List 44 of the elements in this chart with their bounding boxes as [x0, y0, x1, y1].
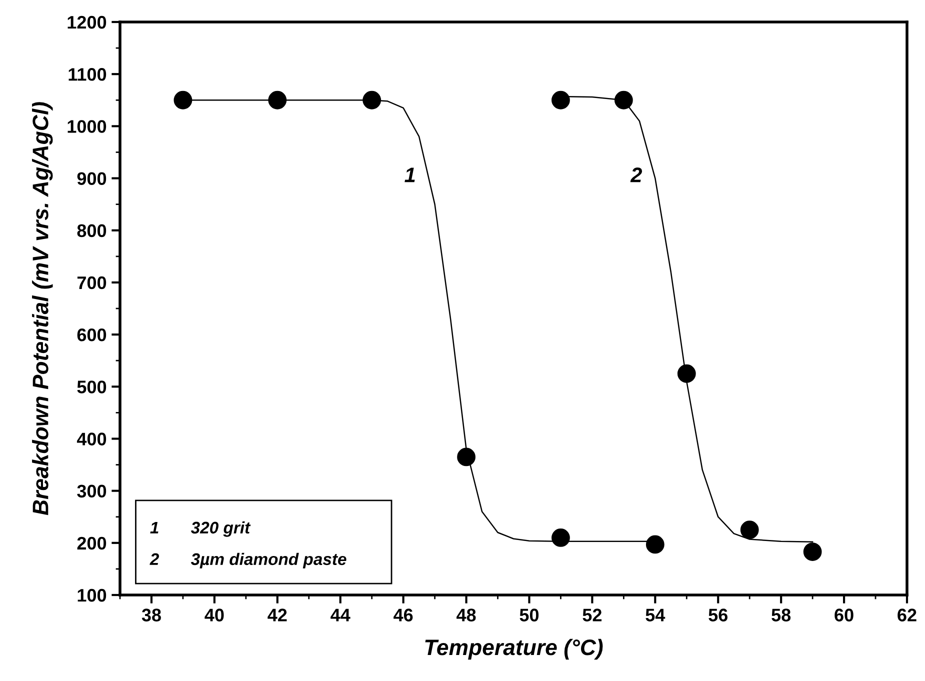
x-tick-label: 60 [834, 608, 854, 622]
y-tick-label: 400 [76, 432, 106, 446]
x-tick-label: 42 [268, 608, 287, 622]
x-tick-label: 40 [204, 608, 224, 622]
annotation: 1 [150, 522, 158, 534]
point [646, 535, 664, 554]
y-tick-label: 200 [77, 536, 106, 550]
y-tick-label: 100 [78, 588, 106, 602]
annotation: 2 [150, 553, 160, 565]
x-tick-label: 54 [646, 608, 666, 622]
y-tick-label: 500 [77, 380, 106, 394]
annotation: 2 [630, 168, 642, 182]
point [552, 90, 570, 110]
annotation: 3µm diamond paste [190, 552, 346, 568]
point [174, 90, 192, 110]
x-tick-label: 52 [582, 608, 602, 622]
point [268, 90, 287, 110]
annotation: 1 [404, 168, 415, 182]
y-tick-label: 1100 [68, 68, 106, 81]
x-tick-label: 62 [898, 608, 916, 622]
x-tick-label: 56 [708, 608, 728, 622]
x-tick-label: 44 [330, 608, 350, 622]
point [740, 520, 759, 540]
point [362, 90, 382, 110]
y-tick-label: 900 [77, 172, 106, 185]
point [614, 90, 633, 110]
x-axis-title: Temperature (°C) [425, 638, 603, 660]
annotation: 320 grit [190, 521, 251, 537]
x-tick-label: 48 [456, 608, 476, 622]
y-axis-title: Breakdown Potential (mV vrs. Ag/AgCl) [32, 102, 53, 516]
point [677, 364, 696, 383]
x-tick-label: 38 [142, 608, 161, 622]
point [457, 448, 476, 466]
point [803, 542, 822, 561]
y-tick-label: 800 [77, 224, 106, 238]
y-tick-label: 1200 [68, 16, 106, 29]
y-tick-label: 600 [77, 328, 106, 342]
point [552, 528, 570, 547]
y-tick-label: 700 [77, 276, 106, 290]
x-tick-label: 46 [394, 608, 413, 622]
y-tick-label: 1000 [68, 120, 106, 133]
x-tick-label: 50 [520, 608, 539, 622]
y-tick-label: 300 [77, 484, 106, 498]
x-tick-label: 58 [772, 608, 791, 622]
